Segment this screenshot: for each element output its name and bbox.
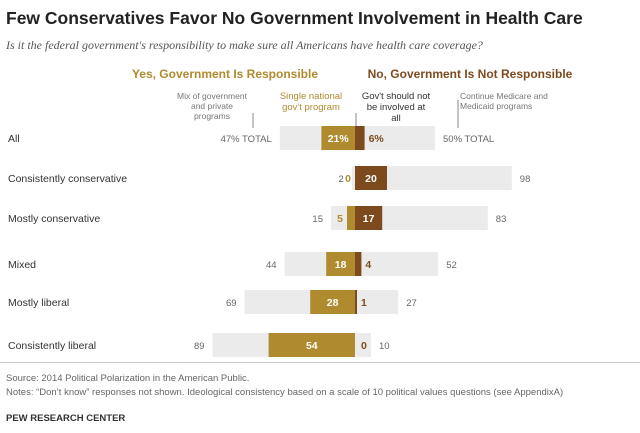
bar-no-total	[355, 333, 371, 357]
label-yes-total: 69	[226, 298, 237, 309]
notes-text: Notes: “Don’t know” responses not shown.…	[6, 387, 564, 398]
heading-no: No, Government Is Not Responsible	[368, 67, 573, 81]
bar-no-total	[355, 252, 439, 276]
label-not-involved: 17	[363, 213, 375, 225]
label-single-national: 18	[335, 259, 347, 271]
label-no-total: 98	[520, 174, 531, 185]
label-not-involved: 1	[361, 297, 367, 309]
row-label: Consistently conservative	[8, 173, 127, 185]
label-not-involved: 4	[365, 259, 371, 271]
annotation-mix: Mix of government and private programs	[177, 91, 248, 121]
label-no-total: 50% TOTAL	[443, 134, 494, 145]
label-single-national: 54	[306, 340, 318, 352]
brand-label: PEW RESEARCH CENTER	[6, 413, 126, 424]
bar-single-national	[268, 333, 355, 357]
bar-not-involved	[355, 252, 362, 276]
bar-single-national	[310, 290, 355, 314]
label-yes-total: 2	[339, 174, 344, 185]
heading-yes: Yes, Government Is Responsible	[132, 67, 318, 81]
label-yes-total: 89	[194, 341, 205, 352]
label-single-national: 28	[327, 297, 339, 309]
bar-not-involved	[355, 206, 383, 230]
row-label: All	[8, 133, 20, 145]
label-not-involved: 0	[361, 340, 367, 352]
label-not-involved: 6%	[369, 133, 385, 145]
bar-not-involved	[355, 126, 365, 150]
label-no-total: 27	[406, 298, 417, 309]
row-label: Consistently liberal	[8, 340, 96, 352]
label-single-national: 5	[337, 213, 343, 225]
annotation-none: Gov't should not be involved at all	[362, 91, 431, 124]
chart-subtitle: Is it the federal government's responsib…	[6, 38, 483, 52]
bar-yes-total	[351, 166, 355, 190]
label-not-involved: 20	[365, 173, 377, 185]
bar-not-involved	[355, 290, 357, 314]
label-no-total: 10	[379, 341, 390, 352]
footer-divider	[0, 362, 640, 363]
chart-title: Few Conservatives Favor No Government In…	[6, 8, 583, 28]
label-yes-total: 44	[266, 260, 277, 271]
label-no-total: 83	[496, 214, 507, 225]
label-single-national: 0	[345, 173, 351, 185]
row-label: Mostly liberal	[8, 297, 69, 309]
annotation-single: Single national gov't program	[280, 91, 342, 113]
bar-no-total	[355, 290, 399, 314]
annotation-continue: Continue Medicare and Medicaid programs	[460, 91, 548, 111]
bar-single-national	[347, 206, 355, 230]
row-label: Mostly conservative	[8, 213, 100, 225]
bar-not-involved	[355, 166, 387, 190]
bar-single-national	[326, 252, 355, 276]
label-yes-total: 15	[312, 214, 323, 225]
bar-no-total	[355, 126, 435, 150]
bar-single-national	[321, 126, 355, 150]
label-yes-total: 47% TOTAL	[221, 134, 272, 145]
label-no-total: 52	[446, 260, 457, 271]
source-note: Source: 2014 Political Polarization in t…	[6, 373, 250, 384]
label-single-national: 21%	[328, 133, 350, 145]
row-label: Mixed	[8, 259, 36, 271]
